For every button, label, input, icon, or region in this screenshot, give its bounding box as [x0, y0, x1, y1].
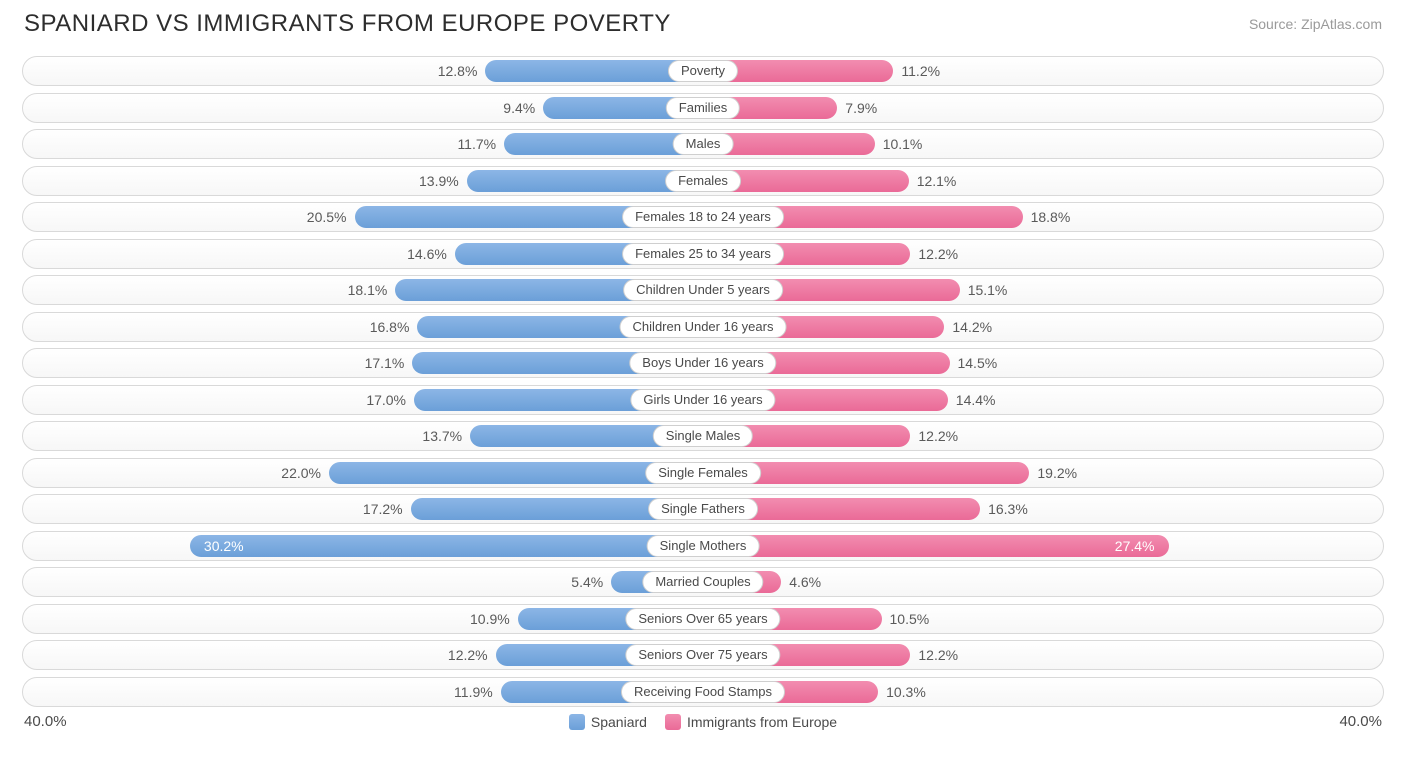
category-label: Poverty	[668, 60, 738, 82]
category-label: Single Females	[645, 462, 761, 484]
category-label: Females	[665, 170, 741, 192]
chart-row: 17.2% 16.3% Single Fathers	[22, 494, 1384, 524]
category-label: Boys Under 16 years	[629, 352, 776, 374]
chart-area: 12.8% 11.2% Poverty 9.4% 7.9% Families 11.7% 10…	[22, 56, 1384, 707]
category-label: Children Under 16 years	[620, 316, 787, 338]
value-right: 12.1%	[917, 167, 957, 197]
chart-row: 30.2% 27.4% Single Mothers	[22, 531, 1384, 561]
legend: Spaniard Immigrants from Europe	[569, 714, 837, 730]
value-right: 4.6%	[789, 568, 821, 598]
value-right: 10.3%	[886, 678, 926, 708]
chart-row: 13.9% 12.1% Females	[22, 166, 1384, 196]
category-label: Girls Under 16 years	[630, 389, 775, 411]
category-label: Married Couples	[642, 571, 763, 593]
value-left: 14.6%	[407, 240, 447, 270]
value-left: 11.9%	[454, 678, 493, 708]
value-left: 17.1%	[365, 349, 405, 379]
legend-item-right: Immigrants from Europe	[665, 714, 837, 730]
chart-row: 12.2% 12.2% Seniors Over 75 years	[22, 640, 1384, 670]
chart-row: 11.9% 10.3% Receiving Food Stamps	[22, 677, 1384, 707]
chart-title: SPANIARD VS IMMIGRANTS FROM EUROPE POVER…	[24, 10, 671, 38]
category-label: Single Males	[653, 425, 753, 447]
chart-row: 9.4% 7.9% Families	[22, 93, 1384, 123]
value-left: 17.0%	[366, 386, 406, 416]
value-left: 5.4%	[571, 568, 603, 598]
value-left: 13.9%	[419, 167, 459, 197]
category-label: Single Fathers	[648, 498, 758, 520]
value-left: 11.7%	[457, 130, 496, 160]
axis-max-left: 40.0%	[24, 713, 67, 730]
value-right: 10.5%	[890, 605, 930, 635]
value-left: 17.2%	[363, 495, 403, 525]
value-left: 20.5%	[307, 203, 347, 233]
value-right: 12.2%	[918, 641, 958, 671]
value-right: 12.2%	[918, 422, 958, 452]
value-right: 16.3%	[988, 495, 1028, 525]
value-left: 22.0%	[281, 459, 321, 489]
value-right: 10.1%	[883, 130, 923, 160]
category-label: Seniors Over 75 years	[625, 644, 780, 666]
swatch-left	[569, 714, 585, 730]
legend-label-left: Spaniard	[591, 714, 647, 730]
category-label: Receiving Food Stamps	[621, 681, 785, 703]
chart-row: 18.1% 15.1% Children Under 5 years	[22, 275, 1384, 305]
value-right: 14.2%	[952, 313, 992, 343]
value-left: 18.1%	[348, 276, 388, 306]
category-label: Seniors Over 65 years	[625, 608, 780, 630]
value-left: 10.9%	[470, 605, 510, 635]
value-right: 7.9%	[845, 94, 877, 124]
category-label: Females 18 to 24 years	[622, 206, 784, 228]
category-label: Children Under 5 years	[623, 279, 783, 301]
chart-row: 5.4% 4.6% Married Couples	[22, 567, 1384, 597]
chart-row: 22.0% 19.2% Single Females	[22, 458, 1384, 488]
axis-max-right: 40.0%	[1339, 713, 1382, 730]
bar-right	[703, 535, 1169, 557]
value-right: 27.4%	[1115, 532, 1155, 562]
value-left: 16.8%	[370, 313, 410, 343]
category-label: Families	[666, 97, 740, 119]
bar-left	[190, 535, 703, 557]
value-right: 14.5%	[957, 349, 997, 379]
category-label: Females 25 to 34 years	[622, 243, 784, 265]
chart-row: 20.5% 18.8% Females 18 to 24 years	[22, 202, 1384, 232]
value-left: 30.2%	[204, 532, 244, 562]
chart-source: Source: ZipAtlas.com	[1249, 16, 1382, 32]
chart-row: 17.1% 14.5% Boys Under 16 years	[22, 348, 1384, 378]
chart-footer: 40.0% Spaniard Immigrants from Europe 40…	[22, 713, 1384, 730]
chart-row: 10.9% 10.5% Seniors Over 65 years	[22, 604, 1384, 634]
value-left: 12.2%	[448, 641, 488, 671]
chart-header: SPANIARD VS IMMIGRANTS FROM EUROPE POVER…	[22, 10, 1384, 38]
swatch-right	[665, 714, 681, 730]
value-right: 19.2%	[1037, 459, 1077, 489]
value-right: 12.2%	[918, 240, 958, 270]
value-right: 15.1%	[968, 276, 1008, 306]
category-label: Males	[673, 133, 734, 155]
value-right: 14.4%	[956, 386, 996, 416]
value-left: 12.8%	[438, 57, 478, 87]
chart-row: 16.8% 14.2% Children Under 16 years	[22, 312, 1384, 342]
legend-label-right: Immigrants from Europe	[687, 714, 837, 730]
category-label: Single Mothers	[647, 535, 760, 557]
value-right: 18.8%	[1031, 203, 1071, 233]
chart-row: 11.7% 10.1% Males	[22, 129, 1384, 159]
chart-row: 13.7% 12.2% Single Males	[22, 421, 1384, 451]
chart-row: 17.0% 14.4% Girls Under 16 years	[22, 385, 1384, 415]
value-left: 13.7%	[422, 422, 462, 452]
value-right: 11.2%	[901, 57, 940, 87]
chart-row: 12.8% 11.2% Poverty	[22, 56, 1384, 86]
legend-item-left: Spaniard	[569, 714, 647, 730]
chart-row: 14.6% 12.2% Females 25 to 34 years	[22, 239, 1384, 269]
value-left: 9.4%	[503, 94, 535, 124]
